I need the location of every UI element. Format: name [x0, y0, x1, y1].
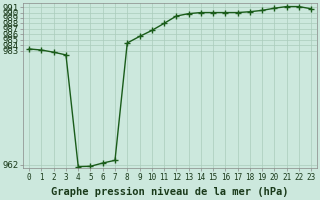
X-axis label: Graphe pression niveau de la mer (hPa): Graphe pression niveau de la mer (hPa) — [52, 187, 289, 197]
